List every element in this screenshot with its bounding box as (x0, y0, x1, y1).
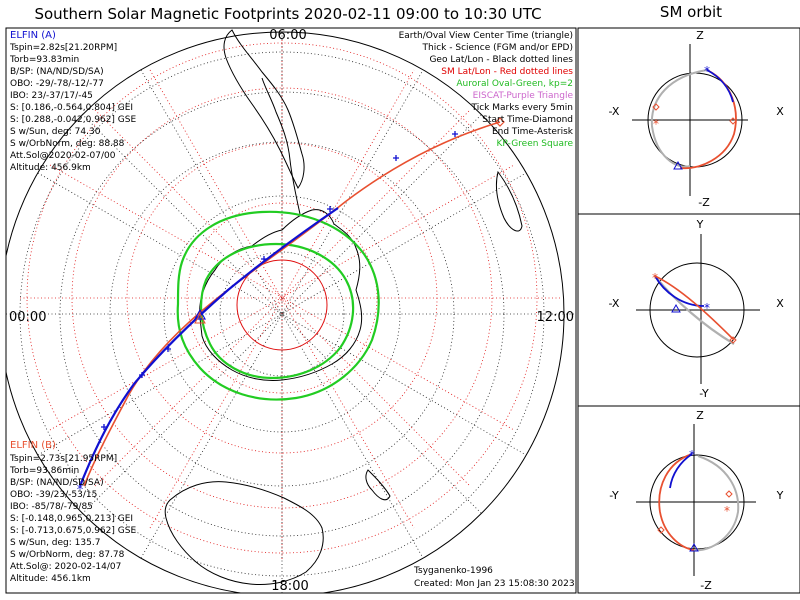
legend-item: Tick Marks every 5min (471, 103, 573, 113)
elfin-b-name: ELFIN (B) (10, 440, 56, 451)
elfin-a-line: Att.Sol@2020-02-07/00 (10, 151, 116, 161)
svg-text:*: * (724, 504, 730, 518)
axis-label-top: Z (696, 29, 704, 42)
model-credit: Tsyganenko-1996 (413, 566, 493, 576)
legend-item: Auroral Oval-Green, kp=2 (456, 79, 573, 89)
elfin-b-line: S: [-0.148,0.965,0.213] GEI (10, 514, 133, 524)
clock-label-0000: 00:00 (9, 310, 46, 325)
track-tick-marks (101, 131, 458, 430)
legend-item: EISCAT-Purple Triangle (473, 91, 574, 101)
elfin-b-line: S w/OrbNorm, deg: 87.78 (10, 550, 125, 560)
elfin-a-line: S w/Sun, deg: 74.30 (10, 127, 101, 137)
axis-label-top: Y (696, 218, 704, 231)
orbit-panel-xz: Z -Z -X X * * (577, 27, 800, 215)
axis-label-left: -X (609, 297, 620, 310)
created-timestamp: Created: Mon Jan 23 15:08:30 2023 (414, 579, 575, 589)
elfin-b-info: ELFIN (B) Tspin=2.73s[21.95RPM] Torb=93.… (9, 440, 136, 584)
axis-label-bottom: -Z (700, 579, 712, 592)
svg-text:*: * (652, 271, 658, 285)
elfin-a-track (78, 207, 339, 487)
axis-label-top: Z (696, 409, 704, 422)
view-center-triangle-b (194, 312, 206, 324)
svg-text:*: * (704, 64, 710, 78)
start-time-diamond (495, 117, 505, 127)
elfin-b-line: S: [-0.713,0.675,0.962] GSE (10, 526, 136, 536)
new-zealand-coastline (365, 469, 391, 501)
africa-coastline (495, 170, 523, 232)
svg-text:*: * (653, 117, 659, 131)
legend-item: Start Time-Diamond (482, 115, 573, 125)
orbit-title: SM orbit (660, 3, 722, 21)
elfin-b-line: S w/Sun, deg: 135.7 (10, 538, 100, 548)
australia-coastline (164, 481, 324, 585)
elfin-b-line: IBO: -85/78/-79/85 (10, 502, 93, 512)
view-center-triangle (193, 308, 207, 320)
axis-label-bottom: -Y (699, 387, 709, 400)
svg-text:*: * (689, 448, 695, 462)
legend-item: SM Lat/Lon - Red dotted lines (441, 67, 573, 77)
geo-grid (6, 32, 576, 593)
auroral-oval-outer (176, 210, 380, 401)
orbit-panel-xy: Y -Y -X X * * (577, 213, 800, 407)
elfin-a-info: ELFIN (A) Tspin=2.82s[21.20RPM] Torb=93.… (9, 30, 136, 173)
figure-title: Southern Solar Magnetic Footprints 2020-… (34, 5, 541, 23)
south-america-coastline (223, 29, 305, 189)
sm-pole-circle (236, 259, 328, 351)
antarctic-peninsula (261, 77, 301, 215)
polar-map: 06:00 00:00 12:00 18:00 * (6, 28, 576, 594)
axis-label-left: -X (609, 105, 620, 118)
elfin-a-line: S: [0.186,-0.564,0.804] GEI (10, 103, 133, 113)
axis-label-bottom: -Z (698, 196, 710, 209)
legend-item: Earth/Oval View Center Time (triangle) (399, 31, 573, 41)
orbit-panel-yz: Z -Z -Y Y * * (577, 405, 800, 594)
axis-label-right: Y (776, 489, 784, 502)
legend-item: KP-Green Square (496, 139, 573, 149)
axis-label-left: -Y (609, 489, 619, 502)
elfin-b-line: OBO: -39/23/-53/15 (10, 490, 97, 500)
elfin-a-line: Tspin=2.82s[21.20RPM] (9, 43, 117, 53)
elfin-b-line: Tspin=2.73s[21.95RPM] (9, 454, 117, 464)
elfin-a-line: Torb=93.83min (9, 55, 79, 65)
clock-label-1200: 12:00 (537, 310, 574, 325)
end-time-asterisk: * (77, 483, 84, 498)
elfin-b-line: Att.Sol@: 2020-02-14/07 (10, 562, 121, 572)
legend: Earth/Oval View Center Time (triangle) T… (399, 31, 574, 149)
axis-label-right: X (776, 105, 784, 118)
map-frame (5, 27, 577, 594)
svg-text:*: * (704, 301, 710, 315)
auroral-oval-inner (199, 242, 355, 380)
elfin-a-line: S w/OrbNorm, deg: 88.88 (10, 139, 125, 149)
clock-label-0600: 06:00 (269, 28, 306, 43)
elfin-a-line: S: [0.288,-0.042,0.962] GSE (10, 115, 136, 125)
elfin-a-line: B/SP: (NA/ND/SD/SA) (10, 67, 104, 77)
legend-item: End Time-Asterisk (492, 127, 574, 137)
legend-item: Geo Lat/Lon - Black dotted lines (429, 55, 573, 65)
clock-label-1800: 18:00 (271, 579, 308, 594)
elfin-a-line: OBO: -29/-78/-12/-77 (10, 79, 104, 89)
sm-grid (20, 40, 560, 560)
legend-item: Thick - Science (FGM and/or EPD) (422, 43, 573, 53)
elfin-a-name: ELFIN (A) (10, 30, 56, 41)
elfin-a-line: Altitude: 456.9km (10, 163, 91, 173)
elfin-a-line: IBO: 23/-37/17/-45 (10, 91, 93, 101)
elfin-b-line: Torb=93.86min (9, 466, 79, 476)
elfin-b-line: B/SP: (NA/ND/SD/SA) (10, 478, 104, 488)
antarctica-coastline (199, 209, 363, 381)
axis-label-right: X (776, 297, 784, 310)
elfin-b-line: Altitude: 456.1km (10, 574, 91, 584)
